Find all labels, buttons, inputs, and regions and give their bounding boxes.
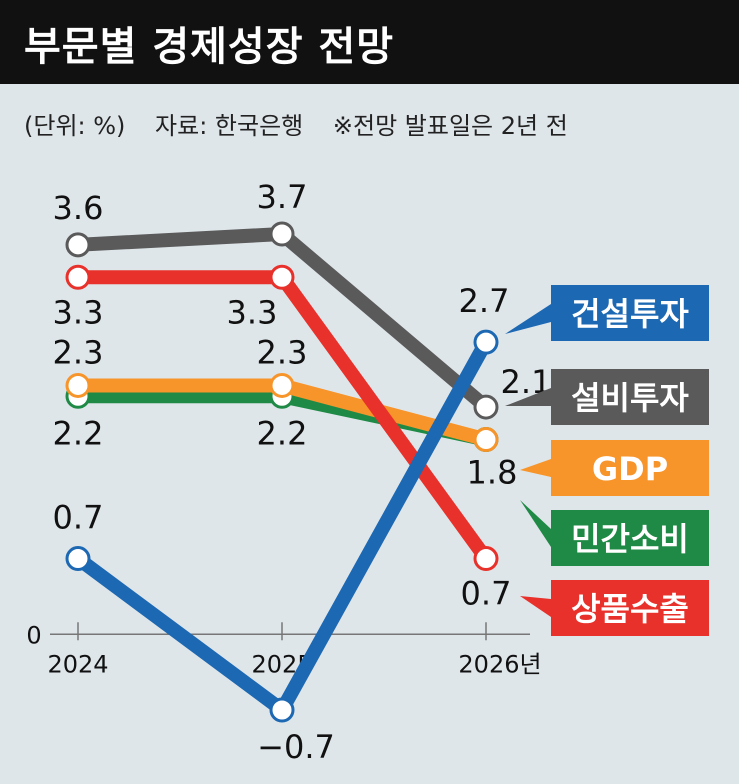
point-건설투자-1 [269,697,295,723]
data-label-설비투자-1: 3.7 [257,178,308,216]
legend-pointer-민간소비 [520,500,551,547]
legend-label-설비투자: 설비투자 [571,379,689,417]
data-label-GDP-1: 2.3 [257,333,308,371]
data-label-GDP-2: 1.8 [467,454,518,492]
data-label-건설투자-1: −0.7 [257,728,335,766]
legend-pointer-상품수출 [520,596,551,617]
x-tick-label-0: 2024 [47,650,108,678]
data-label-건설투자-0: 0.7 [53,499,104,537]
legend-label-상품수출: 상품수출 [571,590,689,628]
legend-box-GDP [551,440,709,496]
note-label: ※전망 발표일은 2년 전 [332,112,568,140]
point-GDP-2 [473,427,499,453]
x-tick-label-2: 2026년 [458,650,541,678]
point-설비투자-0 [65,232,91,258]
point-상품수출-0 [65,264,91,290]
data-label-상품수출-0: 3.3 [53,293,104,331]
point-GDP-1 [269,372,295,398]
legend-box-설비투자 [551,369,709,425]
data-label-GDP-0: 2.3 [53,333,104,371]
point-건설투자-0 [65,546,91,572]
legend-label-GDP: GDP [592,450,668,488]
legend-pointer-GDP [520,459,551,477]
legend-pointer-건설투자 [505,304,551,334]
page-title: 부문별 경제성장 전망 [24,24,395,70]
point-설비투자-1 [269,221,295,247]
point-상품수출-2 [473,546,499,572]
y-zero-label: 0 [26,621,41,649]
data-label-상품수출-2: 0.7 [461,575,512,613]
data-label-민간소비-0: 2.2 [53,414,104,452]
legend-label-민간소비: 민간소비 [571,520,689,558]
point-건설투자-2 [473,329,499,355]
source-label: 자료: 한국은행 [155,112,304,140]
title-bar: 부문별 경제성장 전망 [0,0,739,84]
unit-label: (단위: %) [24,112,126,140]
meta-line: (단위: %) 자료: 한국은행 ※전망 발표일은 2년 전 [24,106,590,141]
data-label-상품수출-1: 3.3 [227,293,278,331]
legend-box-상품수출 [551,580,709,636]
legend-box-민간소비 [551,510,709,566]
data-label-건설투자-2: 2.7 [459,282,510,320]
point-GDP-0 [65,372,91,398]
data-label-설비투자-0: 3.6 [53,189,104,227]
point-설비투자-2 [473,394,499,420]
point-상품수출-1 [269,264,295,290]
legend-label-건설투자: 건설투자 [571,295,689,333]
data-label-민간소비-1: 2.2 [257,414,308,452]
legend-pointer-설비투자 [505,388,551,406]
legend-box-건설투자 [551,285,709,341]
